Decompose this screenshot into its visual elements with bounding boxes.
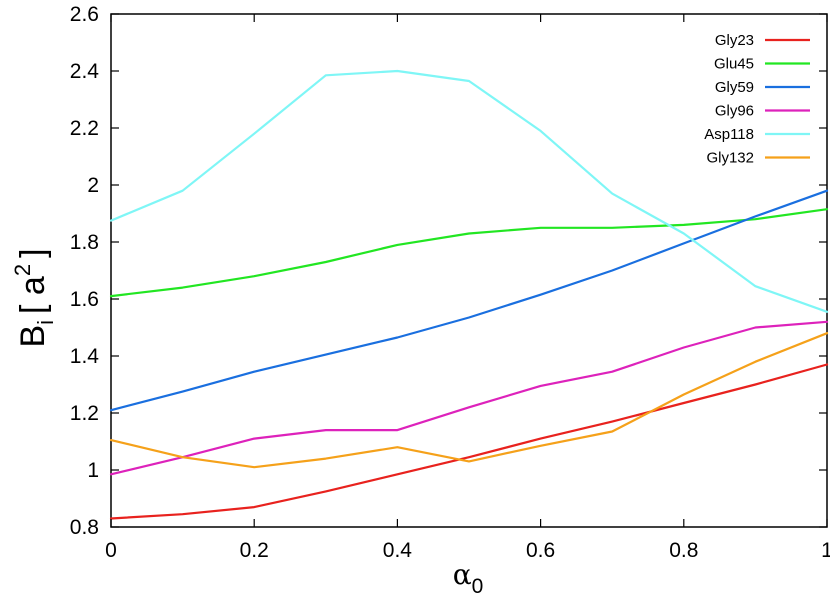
x-tick-label: 0.8 [669, 539, 698, 562]
x-axis-title: α0 [453, 558, 484, 598]
x-tick-label: 0 [105, 539, 117, 562]
y-tick-label: 2.2 [70, 117, 99, 140]
y-tick-label: 2.4 [70, 60, 100, 83]
x-tick-label: 0.4 [383, 539, 413, 562]
y-tick-label: 1.6 [70, 288, 99, 311]
y-axis-title-sub: i [33, 320, 58, 325]
legend-label: Gly96 [715, 103, 754, 120]
plot-area [110, 13, 828, 528]
plot-frame [110, 13, 828, 528]
series-line-gly132 [109, 332, 829, 469]
y-axis-title-sup: 2 [10, 264, 35, 276]
legend-label: Gly132 [706, 150, 754, 167]
y-tick-label: 1 [87, 459, 99, 482]
y-tick-label: 1.4 [70, 345, 100, 368]
series-line-glu45 [109, 208, 829, 298]
legend-label: Asp118 [704, 126, 754, 143]
x-tick-label: 1 [821, 539, 830, 562]
y-tick-label: 1.8 [70, 231, 99, 254]
axis-ticks: 0 0.2 0.4 0.6 0.8 1 0.8 1 1.2 1.4 1.6 1.8 2 2.2 2.4 2.6 [70, 3, 830, 562]
x-axis-title-sub: 0 [472, 575, 484, 598]
y-tick-label: 1.2 [70, 402, 99, 425]
y-axis-title-close: ] [14, 248, 52, 257]
y-axis-title-unit: [ a [14, 276, 52, 314]
y-tick-label: 0.8 [70, 516, 99, 539]
series-line-gly96 [109, 320, 829, 476]
x-tick-label: 0.6 [526, 539, 555, 562]
series-line-gly59 [109, 189, 829, 412]
series-line-asp118 [109, 69, 829, 313]
x-axis-title-main: α [453, 558, 472, 591]
legend-label: Glu45 [714, 56, 754, 73]
y-tick-label: 2.6 [70, 3, 99, 26]
series-lines [109, 69, 829, 520]
legend: Gly23 Glu45 Gly59 Gly96 Asp118 Gly132 [704, 32, 810, 167]
legend-label: Gly23 [715, 32, 754, 49]
series-line-gly23 [109, 363, 829, 520]
y-tick-label: 2 [87, 174, 99, 197]
x-tick-label: 0.2 [240, 539, 269, 562]
y-axis-title: Bi [ a2] [10, 248, 58, 347]
y-axis-title-main: B [14, 325, 52, 348]
legend-label: Gly59 [715, 79, 754, 96]
